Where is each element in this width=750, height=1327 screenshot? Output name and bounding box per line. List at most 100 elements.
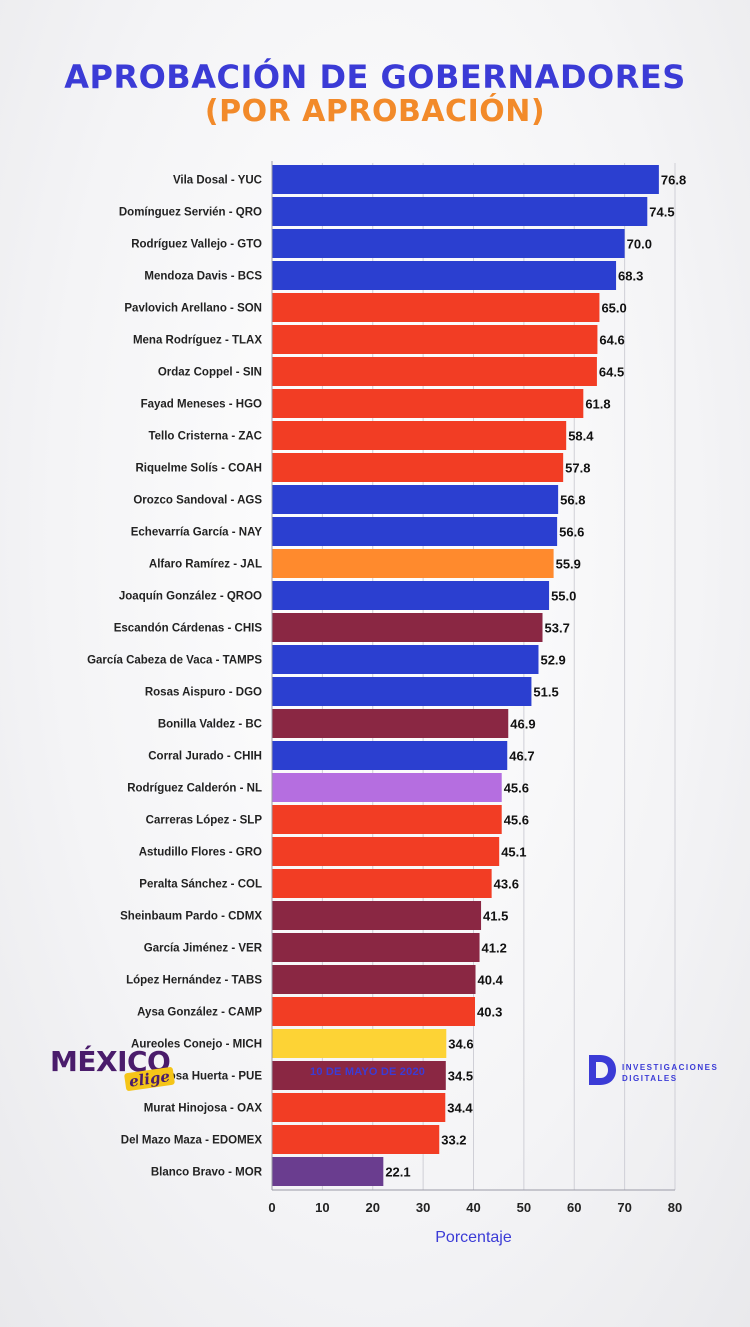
data-label: 41.2	[482, 941, 507, 956]
data-label: 45.6	[504, 813, 529, 828]
data-label: 34.5	[448, 1069, 473, 1084]
data-label: 46.7	[509, 749, 534, 764]
x-tick-label: 60	[567, 1200, 581, 1215]
x-tick-label: 20	[366, 1200, 380, 1215]
bar	[272, 933, 480, 962]
bar	[272, 1029, 447, 1058]
x-tick-label: 80	[668, 1200, 682, 1215]
category-label: Sheinbaum Pardo - CDMX	[120, 911, 262, 923]
data-label: 41.5	[483, 909, 508, 924]
investigaciones-digitales-logo-icon	[589, 1055, 616, 1085]
category-label: Domínguez Servién - QRO	[119, 207, 262, 219]
data-label: 45.1	[501, 845, 526, 860]
chart-title: APROBACIÓN DE GOBERNADORES	[64, 58, 686, 96]
bar	[272, 805, 502, 834]
bar	[272, 293, 600, 322]
data-label: 55.0	[551, 589, 576, 604]
bar	[272, 1061, 446, 1090]
data-label: 68.3	[618, 269, 643, 284]
bar	[272, 997, 476, 1026]
category-label: Rodríguez Calderón - NL	[127, 783, 262, 795]
data-label: 76.8	[661, 173, 686, 188]
data-label: 40.4	[478, 973, 504, 988]
x-tick-label: 30	[416, 1200, 430, 1215]
data-label: 56.8	[560, 493, 585, 508]
category-label: Rosas Aispuro - DGO	[145, 687, 262, 699]
bar	[272, 1125, 440, 1154]
category-label: Carreras López - SLP	[146, 815, 263, 827]
data-label: 45.6	[504, 781, 529, 796]
chart-subtitle: (POR APROBACIÓN)	[204, 94, 546, 129]
category-label: García Jiménez - VER	[144, 943, 263, 955]
publication-date: 10 DE MAYO DE 2020	[310, 1066, 426, 1078]
data-label: 33.2	[441, 1133, 466, 1148]
data-label: 34.6	[448, 1037, 473, 1052]
bar	[272, 901, 482, 930]
bar	[272, 357, 597, 386]
data-label: 64.6	[599, 333, 624, 348]
bar	[272, 421, 567, 450]
bar	[272, 741, 508, 770]
data-label: 40.3	[477, 1005, 502, 1020]
x-axis-title: Porcentaje	[435, 1229, 512, 1246]
bar	[272, 453, 564, 482]
bar	[272, 645, 539, 674]
x-tick-label: 70	[617, 1200, 631, 1215]
data-label: 58.4	[568, 429, 594, 444]
brand-line-2: DIGITALES	[622, 1074, 678, 1083]
data-label: 53.7	[545, 621, 570, 636]
data-label: 51.5	[533, 685, 558, 700]
category-label: Blanco Bravo - MOR	[151, 1167, 263, 1179]
data-label: 74.5	[649, 205, 674, 220]
bar	[272, 261, 617, 290]
category-label: Bonilla Valdez - BC	[158, 719, 262, 731]
bar	[272, 165, 659, 194]
bar	[272, 965, 476, 994]
x-tick-label: 50	[517, 1200, 531, 1215]
category-label: Escandón Cárdenas - CHIS	[114, 623, 263, 635]
bar	[272, 485, 559, 514]
category-label: Tello Cristerna - ZAC	[148, 431, 262, 443]
x-tick-label: 10	[315, 1200, 329, 1215]
data-label: 22.1	[385, 1165, 410, 1180]
investigaciones-digitales-text: INVESTIGACIONES DIGITALES	[622, 1062, 742, 1084]
bar	[272, 549, 554, 578]
category-label: Astudillo Flores - GRO	[139, 847, 262, 859]
bar	[272, 389, 584, 418]
category-label: Rodríguez Vallejo - GTO	[131, 239, 262, 251]
data-label: 61.8	[585, 397, 610, 412]
data-label: 43.6	[494, 877, 519, 892]
data-label: 64.5	[599, 365, 624, 380]
category-label: Peralta Sánchez - COL	[139, 879, 262, 891]
category-label: Riquelme Solís - COAH	[135, 463, 262, 475]
bar	[272, 677, 532, 706]
bar	[272, 869, 492, 898]
bar	[272, 229, 625, 258]
data-label: 70.0	[627, 237, 652, 252]
bar	[272, 773, 502, 802]
bar	[272, 1093, 446, 1122]
x-tick-label: 0	[268, 1200, 275, 1215]
category-label: Ordaz Coppel - SIN	[158, 367, 262, 379]
data-label: 65.0	[601, 301, 626, 316]
bar	[272, 613, 543, 642]
category-label: Vila Dosal - YUC	[173, 175, 262, 187]
data-label: 57.8	[565, 461, 590, 476]
brand-line-1: INVESTIGACIONES	[622, 1063, 719, 1072]
bar	[272, 837, 500, 866]
x-tick-label: 40	[466, 1200, 480, 1215]
category-label: Pavlovich Arellano - SON	[124, 303, 262, 315]
category-label: Mendoza Davis - BCS	[144, 271, 262, 283]
bar	[272, 517, 558, 546]
category-label: Joaquín González - QROO	[119, 591, 262, 603]
category-label: García Cabeza de Vaca - TAMPS	[87, 655, 262, 667]
bar	[272, 709, 509, 738]
data-label: 46.9	[510, 717, 535, 732]
bar	[272, 197, 648, 226]
category-label: Fayad Meneses - HGO	[141, 399, 262, 411]
category-label: Del Mazo Maza - EDOMEX	[121, 1135, 263, 1147]
bar	[272, 1157, 384, 1186]
category-label: López Hernández - TABS	[126, 975, 262, 987]
category-label: Mena Rodríguez - TLAX	[133, 335, 262, 347]
